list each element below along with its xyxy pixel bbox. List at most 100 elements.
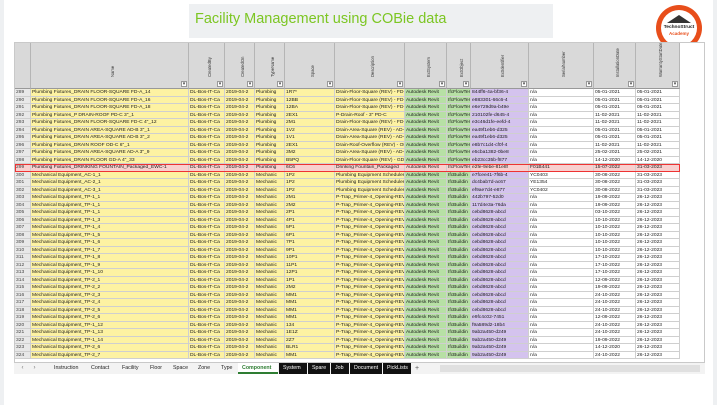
table-cell[interactable]: Mechanic	[255, 246, 285, 254]
table-cell[interactable]: n/a	[529, 126, 594, 134]
table-cell[interactable]: 26-12-2023	[636, 306, 680, 314]
table-cell[interactable]: n/a	[529, 291, 594, 299]
table-cell[interactable]: 14-12-2020	[636, 156, 680, 164]
table-cell[interactable]: IfcFlowTer	[447, 104, 471, 112]
table-cell[interactable]: cebd8628-abcd	[471, 284, 529, 292]
table-cell[interactable]: Mechanical Equipment_TP-2_6	[31, 344, 189, 352]
table-cell[interactable]: IfcFlowTer	[447, 141, 471, 149]
table-cell[interactable]: Mechanical Equipment_TP-1_7	[31, 246, 189, 254]
table-cell[interactable]: IfcBuildin	[447, 239, 471, 247]
table-cell[interactable]: 26-12-2023	[636, 351, 680, 359]
table-cell[interactable]: 2019-04-2	[225, 119, 255, 127]
table-cell[interactable]: 17-10-2022	[594, 254, 636, 262]
table-cell[interactable]: Autodesk Revit	[405, 201, 447, 209]
row-number[interactable]: 304	[15, 201, 31, 209]
table-cell[interactable]: IfcFlowTer	[447, 164, 471, 172]
table-cell[interactable]: Mechanic	[255, 321, 285, 329]
table-row[interactable]: 298 Plumbing Fixtures_DRAIN FLOOR GD-A 4"…	[15, 156, 680, 164]
table-cell[interactable]: Autodesk Revit	[405, 186, 447, 194]
table-cell[interactable]: Plumbing	[255, 149, 285, 157]
table-cell[interactable]: dc4bab7d-ac67	[471, 179, 529, 187]
sheet-tab-contact[interactable]: Contact	[91, 365, 110, 371]
table-cell[interactable]: P-Trap_Primer-4_Opening-REV	[335, 194, 405, 202]
table-cell[interactable]: Autodesk Revit	[405, 171, 447, 179]
table-cell[interactable]: DL-Bos-IT-Ca	[189, 351, 225, 359]
table-row[interactable]: 320 Mechanical Equipment_TP-1_12 DL-Bos-IT…	[15, 321, 680, 329]
table-cell[interactable]: Mechanic	[255, 179, 285, 187]
table-cell[interactable]: 2019-04-2	[225, 269, 255, 277]
table-row[interactable]: 323 Mechanical Equipment_TP-2_6 DL-Bos-IT-…	[15, 344, 680, 352]
filter-dropdown-icon[interactable]: ▾	[247, 81, 253, 87]
column-header[interactable]: SerialNumber ▾	[529, 43, 594, 89]
row-number[interactable]: 314	[15, 276, 31, 284]
table-cell[interactable]: 2019-04-2	[225, 224, 255, 232]
table-cell[interactable]: Mechanic	[255, 201, 285, 209]
table-cell[interactable]: 2M2	[285, 284, 335, 292]
table-cell[interactable]: B5PQ	[285, 156, 335, 164]
table-cell[interactable]: Plumbing	[255, 164, 285, 172]
table-cell[interactable]: P-Trap_Primer-4_Opening-REV	[335, 224, 405, 232]
table-cell[interactable]: 12-09-2022	[594, 276, 636, 284]
table-cell[interactable]: 5P1	[285, 224, 335, 232]
table-cell[interactable]: IfcFlowTer	[447, 134, 471, 142]
table-cell[interactable]: Drain-Floor-Square (REV) - FD-C	[335, 119, 405, 127]
table-cell[interactable]: IfcFlowTer	[447, 156, 471, 164]
table-cell[interactable]: 26-12-2023	[636, 314, 680, 322]
table-cell[interactable]: P-Trap_Primer-4_Opening-REV	[335, 261, 405, 269]
table-cell[interactable]: 26-12-2023	[636, 201, 680, 209]
table-row[interactable]: 322 Mechanical Equipment_TP-1_14 DL-Bos-IT…	[15, 336, 680, 344]
table-cell[interactable]: Autodesk Revit	[405, 194, 447, 202]
column-header[interactable]: Space ▾	[285, 43, 335, 89]
table-cell[interactable]: Autodesk Revit	[405, 314, 447, 322]
table-cell[interactable]: Autodesk Revit	[405, 231, 447, 239]
table-row[interactable]: 319 Mechanical Equipment_TP-2_6 DL-Bos-IT-…	[15, 314, 680, 322]
table-cell[interactable]: Plumbing Fixtures_DRAIN FLOOR GD-A 4"_33	[31, 156, 189, 164]
tab-nav-next-button[interactable]: ›	[33, 365, 36, 371]
table-cell[interactable]: n/a	[529, 284, 594, 292]
table-cell[interactable]: 12P1	[285, 269, 335, 277]
table-cell[interactable]: Autodesk Revit	[405, 96, 447, 104]
table-cell[interactable]: ea49f1eb6-d325	[471, 126, 529, 134]
table-cell[interactable]: 844ff6-4a-bf36-4	[471, 89, 529, 97]
table-cell[interactable]: e7fcee41-7f6b-4	[471, 171, 529, 179]
table-cell[interactable]: Autodesk Revit	[405, 261, 447, 269]
row-number[interactable]: 323	[15, 344, 31, 352]
table-cell[interactable]: Mechanic	[255, 329, 285, 337]
table-cell[interactable]: IfcBuildin	[447, 284, 471, 292]
table-cell[interactable]: 2EX1	[285, 111, 335, 119]
table-cell[interactable]: 2019-04-2	[225, 239, 255, 247]
table-cell[interactable]: Drain-Floor-Square (REV) - FD-A	[335, 104, 405, 112]
table-cell[interactable]: P-Trap_Primer-4_Opening-REV	[335, 201, 405, 209]
add-sheet-button[interactable]: +	[415, 365, 420, 372]
table-row[interactable]: 317 Mechanical Equipment_TP-2_4 DL-Bos-IT-…	[15, 299, 680, 307]
table-cell[interactable]: IfcBuildin	[447, 261, 471, 269]
table-cell[interactable]: cebd8628-abcd	[471, 306, 529, 314]
row-number[interactable]: 293	[15, 119, 31, 127]
table-cell[interactable]: Mechanic	[255, 231, 285, 239]
table-row[interactable]: 297 Plumbing Fixtures_DRAIN AREA-SQUARE A…	[15, 149, 680, 157]
table-cell[interactable]: Plumbing	[255, 96, 285, 104]
row-number[interactable]: 324	[15, 351, 31, 359]
table-cell[interactable]: e883301-66c6-4	[471, 96, 529, 104]
table-cell[interactable]: Plumbing Fixtures_DRINKING FOUNTAIN_Pack…	[31, 164, 189, 172]
table-cell[interactable]: cebd8628-abcd	[471, 261, 529, 269]
table-row[interactable]: 291 Plumbing Fixtures_DRAIN FLOOR-SQUARE …	[15, 104, 680, 112]
table-cell[interactable]: cebd8628-abcd	[471, 239, 529, 247]
row-number[interactable]: 298	[15, 156, 31, 164]
table-cell[interactable]: 26-12-2023	[636, 284, 680, 292]
table-cell[interactable]: Plumbing	[255, 156, 285, 164]
table-cell[interactable]: P-Trap_Primer-4_Opening-REV	[335, 336, 405, 344]
filter-dropdown-icon[interactable]: ▾	[439, 81, 445, 87]
table-cell[interactable]: P-Trap_Primer-4_Opening-REV	[335, 314, 405, 322]
table-cell[interactable]: 2019-04-2	[225, 216, 255, 224]
table-cell[interactable]: 1R7*	[285, 89, 335, 97]
table-row[interactable]: 289 Plumbing Fixtures_DRAIN FLOOR-SQUARE …	[15, 89, 680, 97]
table-cell[interactable]: DL-Bos-IT-Ca	[189, 314, 225, 322]
table-cell[interactable]: Autodesk Revit	[405, 179, 447, 187]
table-row[interactable]: 306 Mechanical Equipment_TP-1_3 DL-Bos-IT-…	[15, 216, 680, 224]
table-row[interactable]: 313 Mechanical Equipment_TP-1_10 DL-Bos-IT…	[15, 269, 680, 277]
sheet-tab-zone[interactable]: Zone	[198, 365, 211, 371]
table-cell[interactable]: Mechanic	[255, 284, 285, 292]
table-cell[interactable]: Drain-Floor-Square (REV) - FD-A	[335, 89, 405, 97]
table-cell[interactable]: Mechanical Equipment_AC-2_1	[31, 179, 189, 187]
